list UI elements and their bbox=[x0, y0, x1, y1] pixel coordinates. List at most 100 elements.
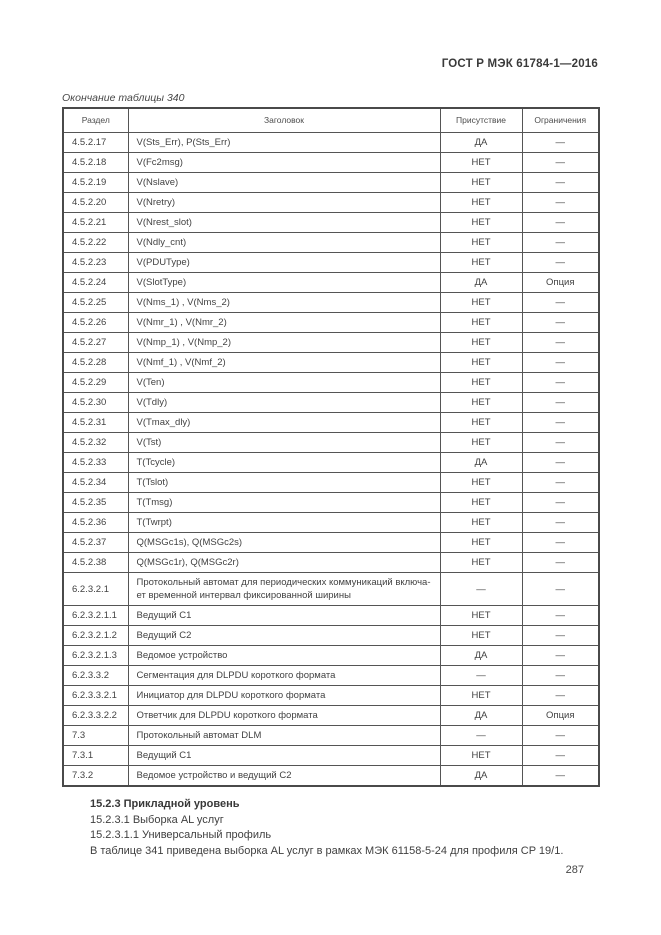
cell-heading: V(Ndly_cnt) bbox=[127, 232, 441, 253]
conformance-table: Раздел Заголовок Присутствие Ограничения… bbox=[62, 107, 600, 787]
cell-restrictions: — bbox=[521, 665, 600, 686]
cell-heading: Q(MSGc1r), Q(MSGc2r) bbox=[127, 552, 441, 573]
cell-heading: Ведомое устройство bbox=[127, 645, 441, 666]
cell-presence: ДА bbox=[439, 132, 523, 153]
cell-presence: НЕТ bbox=[439, 492, 523, 513]
cell-restrictions: — bbox=[521, 452, 600, 473]
cell-heading: V(Fc2msg) bbox=[127, 152, 441, 173]
table-row: 4.5.2.21 V(Nrest_slot) НЕТ — bbox=[62, 212, 600, 233]
subsection-heading-1: 15.2.3.1 Выборка AL услуг bbox=[90, 813, 224, 826]
cell-restrictions: — bbox=[521, 745, 600, 766]
conformance-table-body: 4.5.2.17 V(Sts_Err), P(Sts_Err) ДА — 4.5… bbox=[62, 132, 600, 787]
cell-restrictions: — bbox=[521, 552, 600, 573]
cell-section: 4.5.2.24 bbox=[62, 272, 129, 293]
table-row: 7.3.2 Ведомое устройство и ведущий C2 ДА… bbox=[62, 765, 600, 787]
cell-restrictions: Опция bbox=[521, 272, 600, 293]
cell-heading: T(Twrpt) bbox=[127, 512, 441, 533]
table-row: 6.2.3.2.1.2 Ведущий C2 НЕТ — bbox=[62, 625, 600, 646]
cell-section: 6.2.3.2.1.3 bbox=[62, 645, 129, 666]
cell-section: 4.5.2.20 bbox=[62, 192, 129, 213]
cell-heading: Ведомое устройство и ведущий C2 bbox=[127, 765, 441, 787]
table-row: 6.2.3.2.1.1 Ведущий C1 НЕТ — bbox=[62, 605, 600, 626]
cell-section: 6.2.3.3.2.1 bbox=[62, 685, 129, 706]
table-caption: Окончание таблицы 340 bbox=[62, 92, 185, 104]
table-row: 4.5.2.24 V(SlotType) ДА Опция bbox=[62, 272, 600, 293]
cell-restrictions: — bbox=[521, 292, 600, 313]
cell-presence: НЕТ bbox=[439, 472, 523, 493]
cell-presence: НЕТ bbox=[439, 252, 523, 273]
cell-section: 4.5.2.21 bbox=[62, 212, 129, 233]
cell-presence: ДА bbox=[439, 645, 523, 666]
table-row: 4.5.2.30 V(Tdly) НЕТ — bbox=[62, 392, 600, 413]
cell-heading: Ведущий C2 bbox=[127, 625, 441, 646]
cell-section: 4.5.2.33 bbox=[62, 452, 129, 473]
cell-heading: V(Nms_1) , V(Nms_2) bbox=[127, 292, 441, 313]
cell-section: 6.2.3.3.2 bbox=[62, 665, 129, 686]
table-row: 6.2.3.2.1 Протокольный автомат для перио… bbox=[62, 572, 600, 606]
cell-restrictions: — bbox=[521, 532, 600, 553]
table-row: 4.5.2.34 T(Tslot) НЕТ — bbox=[62, 472, 600, 493]
cell-heading: Протокольный автомат DLM bbox=[127, 725, 441, 746]
cell-heading: Ведущий C1 bbox=[127, 745, 441, 766]
cell-restrictions: — bbox=[521, 372, 600, 393]
cell-heading: V(Ten) bbox=[127, 372, 441, 393]
table-row: 4.5.2.31 V(Tmax_dly) НЕТ — bbox=[62, 412, 600, 433]
cell-presence: НЕТ bbox=[439, 372, 523, 393]
cell-section: 4.5.2.19 bbox=[62, 172, 129, 193]
cell-section: 4.5.2.28 bbox=[62, 352, 129, 373]
page-content: ГОСТ Р МЭК 61784-1—2016 Окончание таблиц… bbox=[62, 0, 600, 876]
col-header-presence: Присутствие bbox=[439, 107, 523, 133]
cell-presence: — bbox=[439, 725, 523, 746]
cell-restrictions: — bbox=[521, 132, 600, 153]
cell-heading: V(Nrest_slot) bbox=[127, 212, 441, 233]
col-header-restrictions: Ограничения bbox=[521, 107, 600, 133]
cell-presence: НЕТ bbox=[439, 412, 523, 433]
cell-section: 6.2.3.3.2.2 bbox=[62, 705, 129, 726]
cell-restrictions: — bbox=[521, 412, 600, 433]
cell-heading: V(Tdly) bbox=[127, 392, 441, 413]
cell-section: 4.5.2.38 bbox=[62, 552, 129, 573]
table-row: 6.2.3.3.2.1 Инициатор для DLPDU коротког… bbox=[62, 685, 600, 706]
page-number: 287 bbox=[565, 864, 584, 876]
cell-restrictions: — bbox=[521, 352, 600, 373]
cell-presence: ДА bbox=[439, 272, 523, 293]
table-row: 4.5.2.32 V(Tst) НЕТ — bbox=[62, 432, 600, 453]
cell-restrictions: — bbox=[521, 172, 600, 193]
cell-presence: — bbox=[439, 572, 523, 606]
cell-presence: НЕТ bbox=[439, 532, 523, 553]
section-heading: 15.2.3 Прикладной уровень bbox=[90, 798, 240, 810]
body-text-block: 15.2.3 Прикладной уровень 15.2.3.1 Выбор… bbox=[62, 797, 598, 859]
table-row: 7.3 Протокольный автомат DLM — — bbox=[62, 725, 600, 746]
cell-restrictions: — bbox=[521, 685, 600, 706]
cell-presence: НЕТ bbox=[439, 605, 523, 626]
cell-heading: Ответчик для DLPDU короткого формата bbox=[127, 705, 441, 726]
table-row: 4.5.2.36 T(Twrpt) НЕТ — bbox=[62, 512, 600, 533]
cell-section: 4.5.2.22 bbox=[62, 232, 129, 253]
cell-presence: ДА bbox=[439, 765, 523, 787]
cell-section: 4.5.2.18 bbox=[62, 152, 129, 173]
cell-restrictions: — bbox=[521, 572, 600, 606]
cell-restrictions: — bbox=[521, 512, 600, 533]
cell-presence: НЕТ bbox=[439, 332, 523, 353]
cell-section: 4.5.2.34 bbox=[62, 472, 129, 493]
cell-section: 4.5.2.29 bbox=[62, 372, 129, 393]
cell-restrictions: Опция bbox=[521, 705, 600, 726]
table-row: 4.5.2.18 V(Fc2msg) НЕТ — bbox=[62, 152, 600, 173]
cell-presence: НЕТ bbox=[439, 212, 523, 233]
cell-section: 6.2.3.2.1.2 bbox=[62, 625, 129, 646]
table-row: 4.5.2.29 V(Ten) НЕТ — bbox=[62, 372, 600, 393]
cell-restrictions: — bbox=[521, 492, 600, 513]
cell-heading: Сегментация для DLPDU короткого формата bbox=[127, 665, 441, 686]
cell-restrictions: — bbox=[521, 232, 600, 253]
cell-presence: НЕТ bbox=[439, 312, 523, 333]
cell-heading: V(Nmp_1) , V(Nmp_2) bbox=[127, 332, 441, 353]
cell-section: 4.5.2.26 bbox=[62, 312, 129, 333]
subsection-heading-2: 15.2.3.1.1 Универсальный профиль bbox=[90, 829, 272, 841]
cell-heading: V(Nmr_1) , V(Nmr_2) bbox=[127, 312, 441, 333]
cell-restrictions: — bbox=[521, 472, 600, 493]
cell-heading: Протокольный автомат для периодических к… bbox=[127, 572, 441, 606]
cell-restrictions: — bbox=[521, 432, 600, 453]
table-row: 4.5.2.20 V(Nretry) НЕТ — bbox=[62, 192, 600, 213]
cell-presence: НЕТ bbox=[439, 172, 523, 193]
